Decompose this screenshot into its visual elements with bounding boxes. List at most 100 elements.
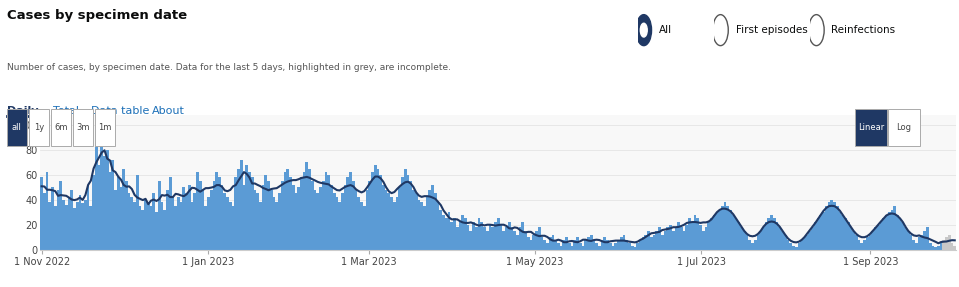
Text: Linear: Linear [858, 123, 884, 132]
Bar [420, 202, 423, 250]
Bar [436, 202, 439, 250]
Bar [639, 240, 642, 250]
Bar [683, 231, 686, 250]
Bar [745, 235, 748, 250]
Bar [105, 150, 108, 250]
Bar [210, 190, 213, 250]
Bar [382, 185, 385, 250]
Bar [757, 235, 760, 250]
Bar [907, 231, 910, 250]
Bar [108, 172, 111, 250]
Bar [505, 227, 507, 250]
Bar [327, 175, 330, 250]
Bar [396, 197, 398, 250]
Bar [661, 235, 664, 250]
Bar [568, 243, 571, 250]
Bar [893, 206, 896, 250]
Bar [361, 202, 363, 250]
Bar [104, 156, 105, 250]
Bar [928, 243, 931, 250]
Bar [899, 218, 901, 250]
Bar [896, 215, 899, 250]
Bar [860, 243, 863, 250]
Bar [825, 206, 828, 250]
Text: all: all [12, 123, 22, 132]
Text: Daily: Daily [7, 106, 38, 116]
Bar [732, 215, 735, 250]
Bar [764, 222, 767, 250]
Bar [562, 240, 565, 250]
Bar [609, 243, 612, 250]
Circle shape [641, 23, 647, 37]
Bar [836, 206, 838, 250]
Bar [950, 243, 953, 250]
Bar [84, 200, 86, 250]
Bar [647, 231, 650, 250]
Bar [365, 190, 368, 250]
Bar [491, 227, 494, 250]
Bar [782, 231, 784, 250]
Bar [136, 175, 139, 250]
Bar [456, 227, 458, 250]
Bar [655, 231, 658, 250]
Bar [196, 172, 199, 250]
Bar [631, 246, 634, 250]
Bar [560, 246, 562, 250]
Bar [339, 202, 341, 250]
Bar [246, 165, 248, 250]
Bar [838, 212, 841, 250]
Bar [748, 240, 751, 250]
Bar [696, 218, 699, 250]
Bar [179, 202, 182, 250]
Bar [581, 246, 584, 250]
Bar [478, 218, 480, 250]
Bar [49, 202, 51, 250]
Bar [292, 185, 294, 250]
Bar [213, 181, 215, 250]
Bar [931, 246, 934, 250]
Bar [70, 190, 73, 250]
Bar [486, 231, 489, 250]
Bar [120, 187, 123, 250]
Bar [669, 225, 672, 250]
Text: 1m: 1m [99, 123, 111, 132]
Bar [461, 215, 464, 250]
Bar [653, 235, 655, 250]
Bar [718, 210, 721, 250]
Text: 1y: 1y [34, 123, 44, 132]
Bar [234, 177, 237, 250]
Bar [204, 206, 207, 250]
Bar [587, 237, 590, 250]
Bar [343, 185, 346, 250]
Bar [130, 197, 133, 250]
Bar [379, 175, 382, 250]
Bar [451, 222, 453, 250]
Bar [801, 240, 803, 250]
Bar [223, 193, 226, 250]
Bar [232, 206, 234, 250]
Bar [776, 222, 779, 250]
Bar [535, 231, 538, 250]
Bar [735, 218, 737, 250]
Circle shape [713, 15, 728, 46]
Bar [86, 185, 89, 250]
Bar [253, 190, 256, 250]
Bar [770, 215, 773, 250]
Bar [150, 206, 152, 250]
Bar [877, 225, 879, 250]
Bar [453, 218, 456, 250]
Bar [612, 246, 615, 250]
Bar [404, 168, 407, 250]
Bar [546, 243, 549, 250]
Bar [910, 235, 912, 250]
Bar [117, 177, 120, 250]
Bar [262, 185, 265, 250]
Bar [727, 206, 729, 250]
Bar [489, 225, 491, 250]
Bar [710, 218, 713, 250]
Bar [163, 210, 166, 250]
Bar [798, 243, 801, 250]
Bar [576, 237, 579, 250]
Bar [513, 231, 516, 250]
Bar [141, 210, 144, 250]
